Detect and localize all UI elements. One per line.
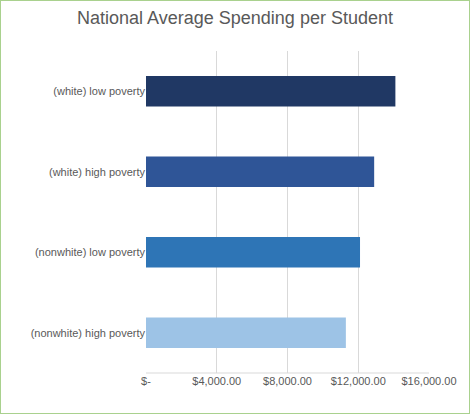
svg-text:$12,000.00: $12,000.00 [331, 375, 386, 387]
svg-text:(nonwhite) high poverty: (nonwhite) high poverty [31, 327, 146, 339]
svg-text:$8,000.00: $8,000.00 [263, 375, 312, 387]
svg-text:National Average Spending per: National Average Spending per Student [77, 8, 393, 28]
svg-text:(white) high poverty: (white) high poverty [49, 166, 145, 178]
svg-text:$-: $- [141, 375, 151, 387]
svg-text:(white) low poverty: (white) low poverty [53, 85, 145, 97]
svg-text:$16,000.00: $16,000.00 [401, 375, 456, 387]
svg-text:(nonwhite) low poverty: (nonwhite) low poverty [35, 246, 146, 258]
svg-text:$4,000.00: $4,000.00 [192, 375, 241, 387]
